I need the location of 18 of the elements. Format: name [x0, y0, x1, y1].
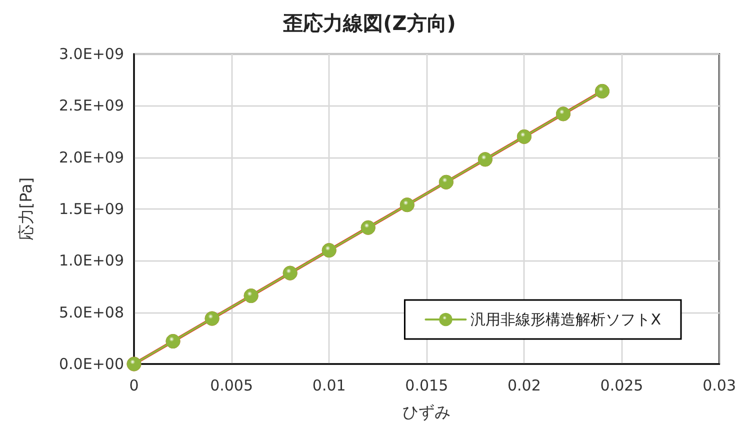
y-tick-label: 0.0E+00 [59, 355, 124, 373]
x-tick-label: 0.02 [507, 376, 541, 394]
y-axis-title: 応力[Pa] [16, 177, 36, 241]
y-tick-label: 1.0E+09 [59, 252, 124, 270]
y-tick-label: 2.5E+09 [59, 96, 124, 115]
x-tick-label: 0.03 [702, 376, 736, 394]
y-tick-label: 3.0E+09 [59, 45, 124, 63]
x-tick-label: 0 [129, 376, 139, 394]
x-tick-label: 0.005 [210, 376, 254, 394]
x-tick-label: 0.015 [405, 376, 448, 394]
y-tick-label: 2.0E+09 [59, 148, 124, 166]
y-tick-label: 1.5E+09 [59, 200, 124, 218]
x-tick-label: 0.01 [312, 376, 346, 394]
x-axis-title: ひずみ [402, 402, 451, 422]
x-tick-label: 0.025 [600, 376, 644, 394]
legend-label: 汎用非線形構造解析ソフトX [470, 310, 662, 328]
chart-title: 歪応力線図(Z方向) [282, 11, 456, 35]
y-tick-label: 5.0E+08 [59, 303, 124, 322]
